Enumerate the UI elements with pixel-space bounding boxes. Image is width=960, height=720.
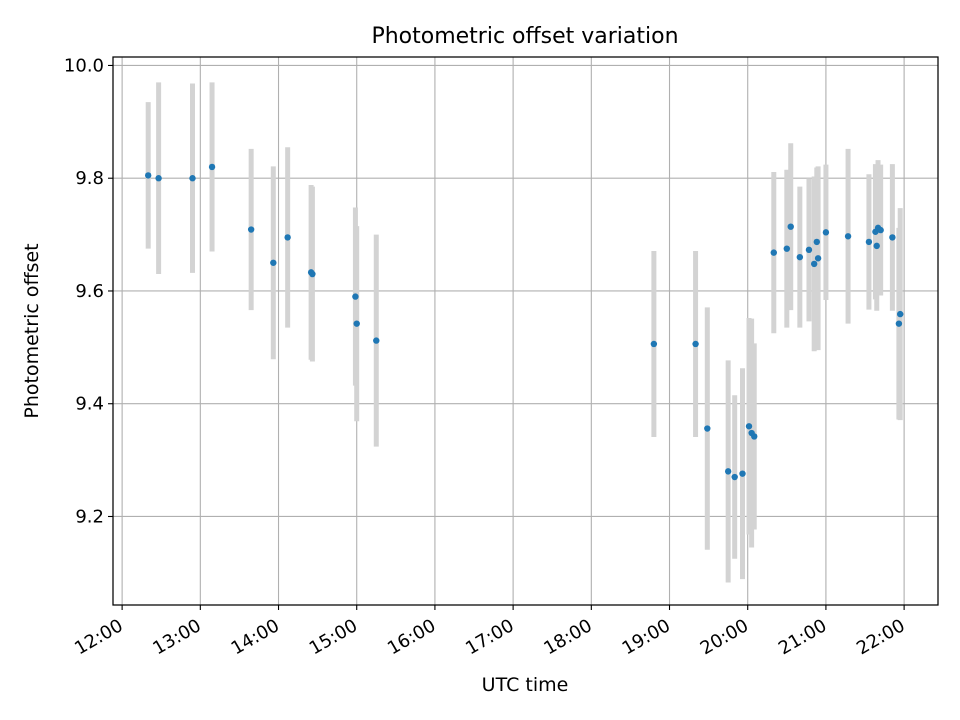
data-point — [751, 433, 758, 440]
data-point — [783, 245, 791, 252]
x-tick-label: 14:00 — [228, 615, 283, 659]
y-tick-label: 10.0 — [64, 55, 104, 76]
x-tick-label: 22:00 — [853, 615, 908, 659]
data-point — [745, 423, 753, 430]
data-point — [814, 255, 822, 262]
data-point — [889, 234, 896, 241]
x-tick-label: 17:00 — [462, 615, 517, 659]
data-point — [155, 175, 162, 182]
x-tick-label: 13:00 — [149, 615, 204, 659]
data-point-layer — [144, 163, 904, 481]
data-point — [353, 320, 360, 327]
data-point — [284, 234, 291, 241]
y-tick-label: 9.2 — [75, 506, 104, 527]
x-tick-label: 18:00 — [540, 615, 595, 659]
data-point — [704, 425, 711, 432]
data-point — [352, 293, 359, 300]
plot-frame — [112, 56, 939, 606]
chart-title: Photometric offset variation — [371, 24, 678, 49]
error-bar-layer — [145, 82, 903, 583]
x-tick-label: 20:00 — [697, 615, 752, 659]
data-point — [270, 259, 277, 266]
data-point — [787, 223, 794, 230]
y-tick-label: 9.8 — [75, 168, 104, 189]
data-point — [810, 260, 818, 268]
data-point — [897, 310, 904, 318]
data-point — [844, 233, 852, 240]
data-point — [796, 253, 804, 261]
data-point — [822, 229, 830, 236]
x-tick-label: 21:00 — [775, 615, 830, 659]
data-point — [739, 470, 746, 477]
data-point — [865, 238, 873, 246]
x-tick-label: 19:00 — [619, 615, 674, 659]
data-point — [813, 238, 820, 246]
data-point — [692, 340, 699, 348]
data-point — [805, 246, 813, 254]
x-tick-label: 16:00 — [384, 615, 439, 659]
x-tick-label: 15:00 — [306, 615, 361, 659]
data-point — [373, 337, 380, 344]
data-point — [724, 468, 732, 475]
data-point — [189, 175, 196, 182]
y-tick-label: 9.6 — [75, 281, 104, 302]
data-point — [770, 249, 777, 256]
data-point — [144, 172, 152, 179]
data-point — [873, 242, 880, 250]
data-point — [247, 226, 255, 233]
x-axis-label: UTC time — [482, 674, 569, 696]
y-axis-label: Photometric offset — [21, 243, 43, 418]
x-tick-label: 12:00 — [71, 615, 126, 659]
data-point — [895, 320, 903, 327]
data-point — [877, 226, 884, 234]
data-point — [650, 340, 658, 348]
data-point — [731, 473, 738, 481]
y-tick-label: 9.4 — [75, 394, 104, 415]
data-point — [309, 270, 316, 278]
data-point — [208, 163, 216, 171]
